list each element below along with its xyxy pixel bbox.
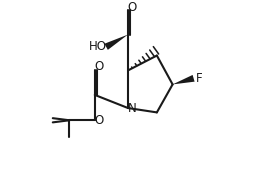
Text: O: O xyxy=(94,114,104,127)
Text: O: O xyxy=(94,60,104,73)
Polygon shape xyxy=(104,35,128,50)
Polygon shape xyxy=(173,75,195,84)
Text: HO: HO xyxy=(89,40,107,53)
Text: O: O xyxy=(128,1,137,14)
Text: F: F xyxy=(196,72,202,85)
Text: N: N xyxy=(127,101,136,114)
